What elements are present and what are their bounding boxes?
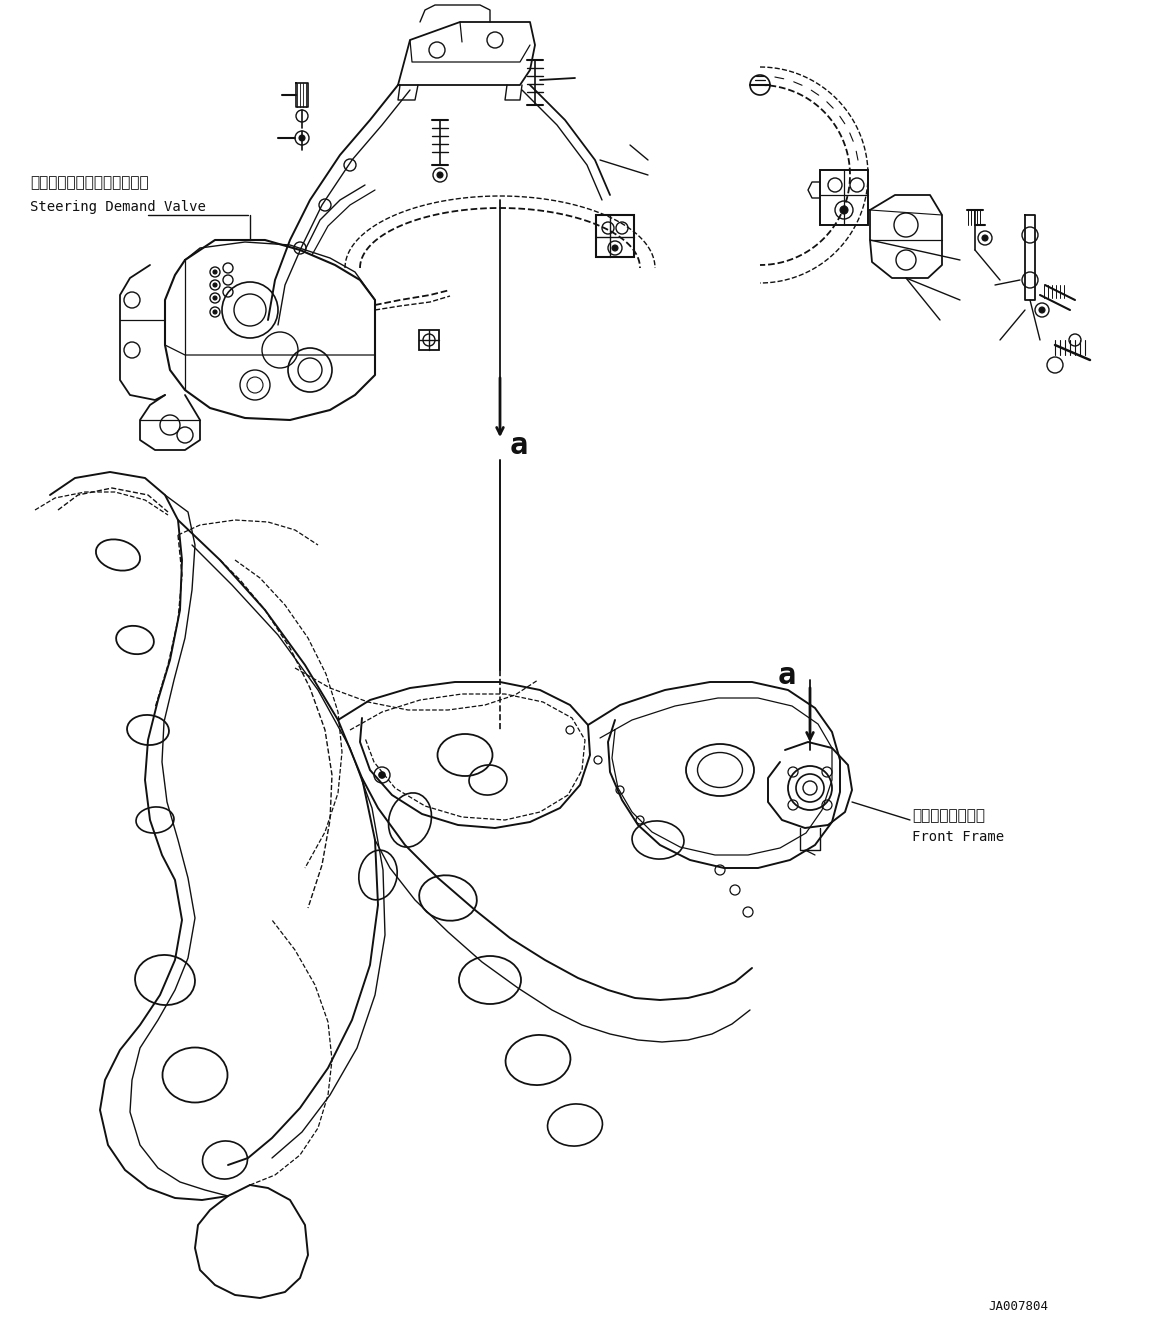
Circle shape: [982, 235, 989, 242]
Circle shape: [213, 283, 217, 287]
Text: ステアリングデマンドバルブ: ステアリングデマンドバルブ: [30, 175, 149, 190]
Text: a: a: [511, 430, 528, 459]
Circle shape: [213, 296, 217, 300]
Circle shape: [299, 135, 305, 142]
Text: JA007804: JA007804: [989, 1300, 1048, 1314]
Bar: [595, 215, 634, 258]
Text: Steering Demand Valve: Steering Demand Valve: [30, 200, 206, 214]
Bar: [820, 170, 868, 226]
Text: a: a: [778, 661, 797, 689]
Circle shape: [437, 172, 443, 178]
Circle shape: [1039, 307, 1046, 312]
Circle shape: [840, 206, 848, 214]
Circle shape: [612, 246, 618, 251]
Circle shape: [213, 310, 217, 314]
Circle shape: [379, 772, 385, 778]
Bar: [419, 330, 438, 350]
Text: フロントフレーム: フロントフレーム: [912, 808, 985, 822]
Circle shape: [213, 270, 217, 274]
Text: Front Frame: Front Frame: [912, 830, 1004, 844]
